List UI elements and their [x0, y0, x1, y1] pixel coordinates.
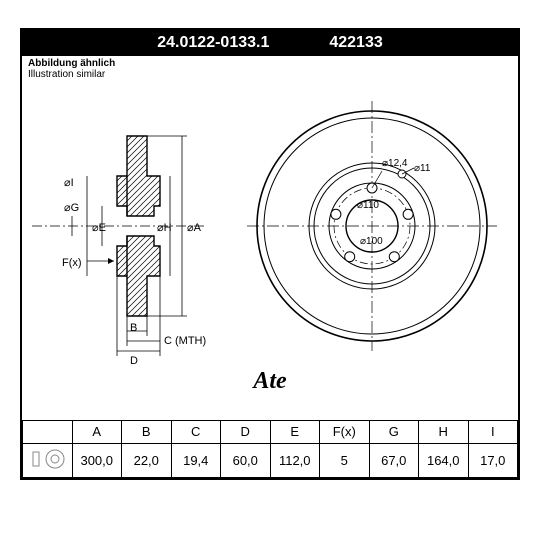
label-dg: ⌀G — [64, 202, 79, 214]
val-h: 164,0 — [419, 443, 469, 477]
col-a: A — [72, 421, 122, 444]
label-dh: ⌀H — [157, 222, 172, 234]
side-view: ⌀I ⌀G ⌀E ⌀H ⌀A F(x) B C (MTH) D — [32, 136, 207, 367]
label-c: C (MTH) — [164, 335, 206, 347]
col-g: G — [369, 421, 419, 444]
title-bar: 24.0122-0133.1 422133 — [22, 30, 518, 56]
spec-table: A B C D E F(x) G H I — [22, 420, 518, 478]
label-da: ⌀A — [187, 222, 202, 234]
technical-drawing: ⌀I ⌀G ⌀E ⌀H ⌀A F(x) B C (MTH) D — [22, 56, 518, 410]
col-e: E — [270, 421, 320, 444]
spec-value-row: 300,0 22,0 19,4 60,0 112,0 5 67,0 164,0 … — [23, 443, 518, 477]
val-i: 17,0 — [468, 443, 518, 477]
front-view: ⌀12,4 ⌀11 ⌀110 ⌀100 — [247, 101, 497, 351]
val-a: 300,0 — [72, 443, 122, 477]
label-di: ⌀I — [64, 177, 74, 189]
val-c: 19,4 — [171, 443, 221, 477]
thumb-icon — [27, 448, 67, 470]
col-d: D — [221, 421, 271, 444]
spec-header-row: A B C D E F(x) G H I — [23, 421, 518, 444]
val-e: 112,0 — [270, 443, 320, 477]
label-d124: ⌀12,4 — [382, 158, 408, 169]
val-fx: 5 — [320, 443, 370, 477]
label-fx: F(x) — [62, 257, 82, 269]
label-d100: ⌀100 — [360, 236, 383, 247]
val-b: 22,0 — [122, 443, 172, 477]
col-i: I — [468, 421, 518, 444]
brand-logo: Ate — [253, 368, 286, 395]
col-fx: F(x) — [320, 421, 370, 444]
label-d11: ⌀11 — [414, 163, 431, 174]
ref-number: 422133 — [329, 34, 382, 52]
label-de: ⌀E — [92, 222, 106, 234]
col-c: C — [171, 421, 221, 444]
part-number: 24.0122-0133.1 — [157, 34, 269, 52]
val-d: 60,0 — [221, 443, 271, 477]
val-g: 67,0 — [369, 443, 419, 477]
col-b: B — [122, 421, 172, 444]
drawing-area: ⌀I ⌀G ⌀E ⌀H ⌀A F(x) B C (MTH) D — [22, 56, 518, 410]
col-h: H — [419, 421, 469, 444]
label-d110: ⌀110 — [357, 200, 379, 211]
label-b: B — [130, 322, 137, 334]
label-d: D — [130, 355, 138, 367]
